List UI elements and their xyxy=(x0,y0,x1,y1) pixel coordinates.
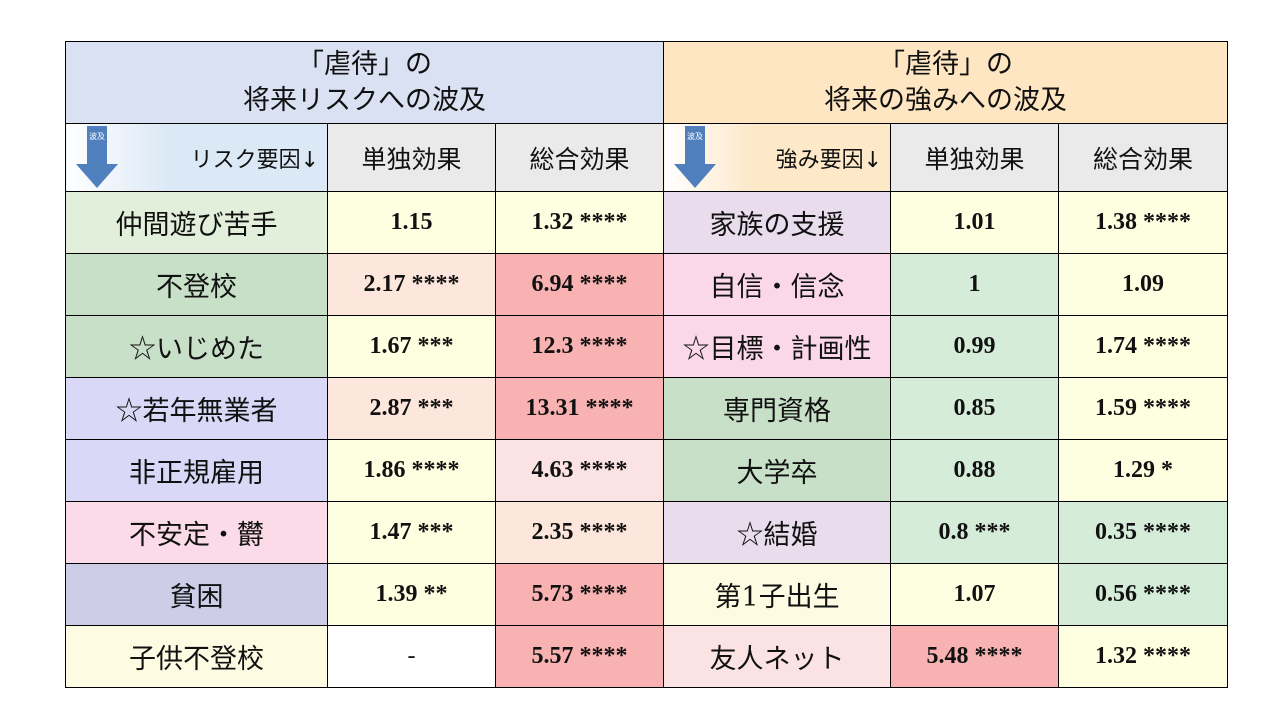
strength-total-header: 総合効果 xyxy=(1058,123,1229,192)
risk-section-title: 「虐待」の 将来リスクへの波及 xyxy=(64,41,665,124)
table-row: 不登校 2.17 **** 6.94 **** 自信・信念 1 1.09 xyxy=(65,253,1229,316)
strength-single-cell: 5.48 **** xyxy=(890,625,1060,688)
strength-total-cell: 0.56 **** xyxy=(1058,563,1229,626)
risk-single-cell: 1.86 **** xyxy=(327,439,496,502)
table-row: ☆若年無業者 2.87 *** 13.31 **** 専門資格 0.85 1.5… xyxy=(65,377,1229,440)
risk-strength-table: 「虐待」の 将来リスクへの波及 「虐待」の 将来の強みへの波及 波及 リスク要因… xyxy=(64,41,1229,688)
strength-single-cell: 0.99 xyxy=(890,315,1060,378)
risk-factor-cell: ☆若年無業者 xyxy=(65,377,328,440)
risk-factor-cell: 子供不登校 xyxy=(65,625,328,688)
table-row: 子供不登校 - 5.57 **** 友人ネット 5.48 **** 1.32 *… xyxy=(65,625,1229,688)
strength-title-line2: 将来の強みへの波及 xyxy=(824,84,1068,116)
risk-total-cell: 1.32 **** xyxy=(494,191,665,254)
risk-factor-cell: 不登校 xyxy=(65,253,328,316)
down-arrow-icon xyxy=(76,126,118,188)
strength-single-cell: 0.85 xyxy=(890,377,1060,440)
strength-total-cell: 1.74 **** xyxy=(1058,315,1229,378)
strength-single-header: 単独効果 xyxy=(890,123,1060,192)
strength-factor-cell: 家族の支援 xyxy=(663,191,892,254)
strength-single-cell: 1.01 xyxy=(890,191,1060,254)
risk-total-cell: 5.57 **** xyxy=(494,625,665,688)
strength-factor-cell: ☆結婚 xyxy=(663,501,892,564)
table-row: 非正規雇用 1.86 **** 4.63 **** 大学卒 0.88 1.29 … xyxy=(65,439,1229,502)
strength-total-cell: 1.59 **** xyxy=(1058,377,1229,440)
risk-factor-header: 波及 リスク要因↓ xyxy=(65,123,328,192)
arrow-label: 波及 xyxy=(89,132,105,141)
strength-total-cell: 1.09 xyxy=(1058,253,1229,316)
risk-total-cell: 13.31 **** xyxy=(494,377,665,440)
arrow-label: 波及 xyxy=(687,132,704,141)
strength-total-cell: 1.32 **** xyxy=(1058,625,1229,688)
risk-total-header: 総合効果 xyxy=(494,123,665,192)
risk-single-cell: 2.17 **** xyxy=(327,253,496,316)
strength-single-cell: 1.07 xyxy=(890,563,1060,626)
strength-factor-cell: 自信・信念 xyxy=(663,253,892,316)
strength-total-cell: 1.38 **** xyxy=(1058,191,1229,254)
risk-total-cell: 12.3 **** xyxy=(494,315,665,378)
risk-single-cell: - xyxy=(327,625,496,688)
strength-section-title: 「虐待」の 将来の強みへの波及 xyxy=(663,41,1229,124)
strength-single-cell: 0.88 xyxy=(890,439,1060,502)
risk-total-cell: 4.63 **** xyxy=(494,439,665,502)
strength-total-cell: 1.29 * xyxy=(1058,439,1229,502)
risk-total-cell: 5.73 **** xyxy=(494,563,665,626)
risk-single-cell: 1.67 *** xyxy=(327,315,496,378)
table-row: 仲間遊び苦手 1.15 1.32 **** 家族の支援 1.01 1.38 **… xyxy=(65,191,1229,254)
strength-title-line1: 「虐待」の xyxy=(878,48,1014,80)
risk-total-cell: 2.35 **** xyxy=(494,501,665,564)
risk-single-cell: 2.87 *** xyxy=(327,377,496,440)
strength-factor-cell: 専門資格 xyxy=(663,377,892,440)
strength-factor-cell: 第1子出生 xyxy=(663,563,892,626)
risk-title-line1: 「虐待」の xyxy=(297,48,432,80)
risk-factor-header-label: リスク要因↓ xyxy=(190,147,319,173)
risk-factor-cell: 貧困 xyxy=(65,563,328,626)
strength-factor-cell: ☆目標・計画性 xyxy=(663,315,892,378)
risk-factor-cell: ☆いじめた xyxy=(65,315,328,378)
risk-factor-cell: 不安定・欝 xyxy=(65,501,328,564)
strength-factor-cell: 大学卒 xyxy=(663,439,892,502)
risk-factor-cell: 仲間遊び苦手 xyxy=(65,191,328,254)
risk-single-cell: 1.47 *** xyxy=(327,501,496,564)
risk-factor-cell: 非正規雇用 xyxy=(65,439,328,502)
risk-single-header: 単独効果 xyxy=(327,123,496,192)
down-arrow-icon xyxy=(674,126,717,188)
strength-factor-header: 波及 強み要因↓ xyxy=(663,123,892,192)
strength-total-cell: 0.35 **** xyxy=(1058,501,1229,564)
risk-single-cell: 1.39 ** xyxy=(327,563,496,626)
table-row: ☆いじめた 1.67 *** 12.3 **** ☆目標・計画性 0.99 1.… xyxy=(65,315,1229,378)
risk-title-line2: 将来リスクへの波及 xyxy=(243,84,486,116)
strength-factor-cell: 友人ネット xyxy=(663,625,892,688)
strength-single-cell: 0.8 *** xyxy=(890,501,1060,564)
strength-factor-header-label: 強み要因↓ xyxy=(775,147,883,173)
risk-total-cell: 6.94 **** xyxy=(494,253,665,316)
table-row: 不安定・欝 1.47 *** 2.35 **** ☆結婚 0.8 *** 0.3… xyxy=(65,501,1229,564)
strength-single-cell: 1 xyxy=(890,253,1060,316)
table-row: 貧困 1.39 ** 5.73 **** 第1子出生 1.07 0.56 ***… xyxy=(65,563,1229,626)
risk-single-cell: 1.15 xyxy=(327,191,496,254)
